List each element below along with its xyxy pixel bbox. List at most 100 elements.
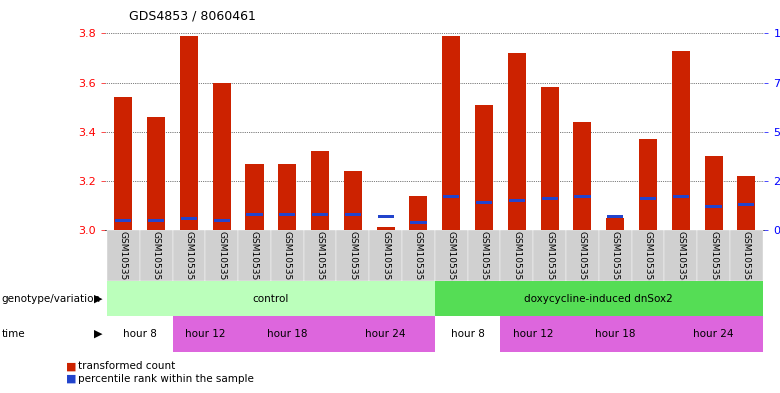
Bar xyxy=(632,230,665,281)
Bar xyxy=(172,316,238,352)
Bar xyxy=(468,230,501,281)
Bar xyxy=(246,163,264,230)
Bar xyxy=(541,197,558,200)
Bar xyxy=(640,197,656,200)
Bar xyxy=(434,316,501,352)
Bar xyxy=(180,36,198,230)
Bar xyxy=(402,230,434,281)
Text: GSM1053589: GSM1053589 xyxy=(742,231,751,292)
Text: GSM1053585: GSM1053585 xyxy=(611,231,619,292)
Bar xyxy=(665,230,697,281)
Bar xyxy=(107,281,434,316)
Text: genotype/variation: genotype/variation xyxy=(2,294,101,304)
Bar xyxy=(214,219,230,222)
Bar xyxy=(271,230,303,281)
Bar xyxy=(148,219,165,222)
Bar xyxy=(566,316,665,352)
Bar xyxy=(107,230,140,281)
Bar xyxy=(345,213,361,216)
Text: GSM1053581: GSM1053581 xyxy=(480,231,488,292)
Text: GSM1053578: GSM1053578 xyxy=(381,231,390,292)
Text: ■: ■ xyxy=(66,374,76,384)
Bar xyxy=(303,230,336,281)
Bar xyxy=(377,228,395,230)
Bar xyxy=(607,215,623,218)
Bar xyxy=(172,230,205,281)
Text: GSM1053572: GSM1053572 xyxy=(184,231,193,292)
Text: hour 8: hour 8 xyxy=(451,329,484,339)
Text: GSM1053576: GSM1053576 xyxy=(316,231,324,292)
Bar xyxy=(312,213,328,216)
Bar xyxy=(336,230,369,281)
Bar xyxy=(238,316,336,352)
Bar xyxy=(378,215,394,218)
Text: hour 8: hour 8 xyxy=(122,329,157,339)
Text: GSM1053583: GSM1053583 xyxy=(545,231,554,292)
Bar xyxy=(573,122,591,230)
Bar xyxy=(501,316,566,352)
Text: GSM1053570: GSM1053570 xyxy=(119,231,128,292)
Bar xyxy=(705,205,722,208)
Bar xyxy=(213,83,231,230)
Text: doxycycline-induced dnSox2: doxycycline-induced dnSox2 xyxy=(524,294,673,304)
Bar xyxy=(475,105,493,230)
Bar xyxy=(509,199,525,202)
Bar xyxy=(639,139,657,230)
Bar xyxy=(115,97,133,230)
Bar xyxy=(336,316,434,352)
Text: transformed count: transformed count xyxy=(78,361,176,371)
Bar xyxy=(181,217,197,220)
Text: GSM1053574: GSM1053574 xyxy=(250,231,259,292)
Bar xyxy=(730,230,763,281)
Bar xyxy=(697,230,730,281)
Bar xyxy=(443,195,459,198)
Bar xyxy=(238,230,271,281)
Bar xyxy=(599,230,632,281)
Text: GSM1053580: GSM1053580 xyxy=(447,231,456,292)
Bar xyxy=(534,230,566,281)
Text: GDS4853 / 8060461: GDS4853 / 8060461 xyxy=(129,10,256,23)
Text: ▶: ▶ xyxy=(94,294,102,304)
Text: GSM1053588: GSM1053588 xyxy=(709,231,718,292)
Text: GSM1053575: GSM1053575 xyxy=(283,231,292,292)
Text: hour 18: hour 18 xyxy=(595,329,636,339)
Bar xyxy=(508,53,526,230)
Text: GSM1053584: GSM1053584 xyxy=(578,231,587,292)
Text: hour 12: hour 12 xyxy=(513,329,554,339)
Bar xyxy=(311,151,329,230)
Bar xyxy=(279,213,296,216)
Text: hour 12: hour 12 xyxy=(185,329,225,339)
Text: control: control xyxy=(253,294,289,304)
Bar xyxy=(704,156,722,230)
Text: GSM1053582: GSM1053582 xyxy=(512,231,521,292)
Bar xyxy=(115,219,132,222)
Bar xyxy=(140,230,172,281)
Text: GSM1053573: GSM1053573 xyxy=(217,231,226,292)
Bar xyxy=(672,51,690,230)
Bar xyxy=(107,316,172,352)
Bar xyxy=(410,220,427,224)
Text: GSM1053587: GSM1053587 xyxy=(676,231,686,292)
Text: percentile rank within the sample: percentile rank within the sample xyxy=(78,374,254,384)
Bar xyxy=(246,213,263,216)
Bar xyxy=(737,176,755,230)
Bar xyxy=(369,230,402,281)
Bar xyxy=(606,218,624,230)
Text: ▶: ▶ xyxy=(94,329,102,339)
Bar xyxy=(566,230,599,281)
Text: GSM1053571: GSM1053571 xyxy=(151,231,161,292)
Text: hour 24: hour 24 xyxy=(693,329,734,339)
Text: GSM1053577: GSM1053577 xyxy=(349,231,357,292)
Bar xyxy=(205,230,238,281)
Text: GSM1053586: GSM1053586 xyxy=(644,231,653,292)
Bar xyxy=(434,230,468,281)
Bar xyxy=(344,171,362,230)
Bar xyxy=(738,203,754,206)
Text: GSM1053579: GSM1053579 xyxy=(414,231,423,292)
Text: ■: ■ xyxy=(66,361,76,371)
Bar xyxy=(278,163,296,230)
Bar xyxy=(665,316,763,352)
Bar xyxy=(442,36,460,230)
Bar xyxy=(541,87,558,230)
Bar xyxy=(147,117,165,230)
